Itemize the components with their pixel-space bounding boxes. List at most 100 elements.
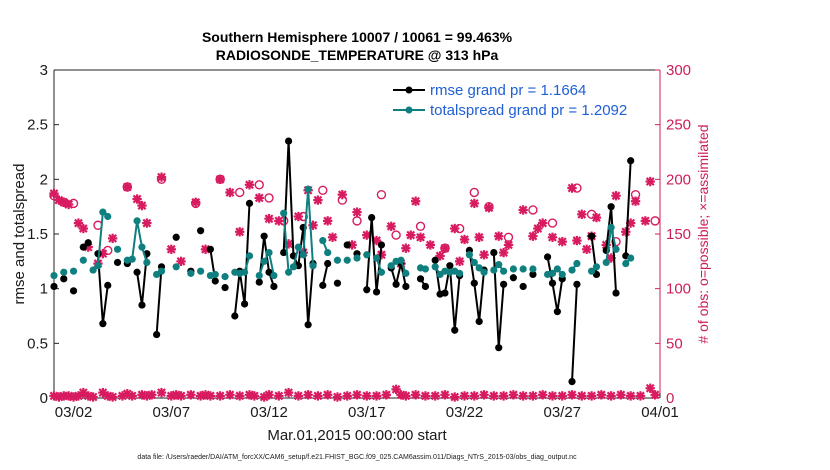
rmse-point xyxy=(231,312,239,320)
obs-assimilated-marker xyxy=(406,230,416,240)
obs-assimilated-marker-low xyxy=(401,391,411,401)
rmse-point xyxy=(529,270,537,279)
obs-assimilated-marker xyxy=(440,243,450,253)
rmse-point xyxy=(60,275,68,283)
right-y-tick-label: 50 xyxy=(666,335,683,352)
obs-assimilated-marker xyxy=(254,193,264,203)
spread-point xyxy=(372,254,381,262)
y-tick-label: 2 xyxy=(40,171,48,188)
rmse-point xyxy=(284,137,293,145)
rmse-point xyxy=(69,287,78,295)
spread-point xyxy=(280,209,288,217)
obs-assimilated-marker xyxy=(63,199,74,210)
obs-assimilated-marker-low xyxy=(362,391,372,401)
x-tick-label: 03/07 xyxy=(153,404,191,421)
y-tick-label: 1.5 xyxy=(27,226,48,243)
right-y-tick-label: 300 xyxy=(666,62,691,79)
spread-point xyxy=(500,267,508,275)
spread-point xyxy=(421,265,430,273)
rmse-point xyxy=(363,286,371,294)
legend-rmse-label: rmse grand pr = 1.1664 xyxy=(430,82,586,99)
obs-possible-marker xyxy=(352,216,362,226)
rmse-point xyxy=(416,275,425,283)
spread-series-line xyxy=(258,249,275,276)
obs-assimilated-marker xyxy=(494,231,504,241)
spread-point xyxy=(294,243,302,251)
obs-assimilated-marker xyxy=(459,234,470,245)
rmse-point xyxy=(500,280,508,288)
rmse-point xyxy=(50,282,58,291)
rmse-point xyxy=(446,262,454,270)
obs-assimilated-marker-low xyxy=(557,391,567,401)
obs-assimilated-marker-low xyxy=(577,391,587,401)
obs-assimilated-marker-low xyxy=(450,392,460,402)
rmse-series-line xyxy=(624,160,632,256)
legend-spread-label: totalspread grand pr = 1.2092 xyxy=(430,102,627,119)
rmse-point xyxy=(470,279,478,287)
obs-assimilated-marker-low xyxy=(616,390,626,400)
rmse-series-line xyxy=(571,284,578,382)
rmse-point xyxy=(421,282,430,291)
spread-point xyxy=(157,267,166,275)
obs-assimilated-marker xyxy=(611,191,621,201)
obs-assimilated-marker xyxy=(645,176,655,187)
obs-assimilated-marker xyxy=(454,256,465,267)
obs-assimilated-marker-low xyxy=(528,391,538,401)
obs-assimilated-marker-low xyxy=(264,390,274,400)
rmse-point xyxy=(240,300,249,308)
spread-point xyxy=(50,271,58,280)
spread-point xyxy=(94,262,102,270)
obs-assimilated-marker xyxy=(498,247,509,258)
rmse-point xyxy=(451,326,459,334)
obs-assimilated-marker-low xyxy=(635,391,646,401)
obs-assimilated-marker xyxy=(225,187,235,198)
rmse-series-line xyxy=(282,141,315,325)
legend: rmse grand pr = 1.1664 totalspread grand… xyxy=(387,79,641,125)
spread-point xyxy=(592,263,601,271)
rmse-point xyxy=(153,330,161,339)
obs-assimilated-marker xyxy=(313,195,323,205)
spread-point xyxy=(245,252,254,260)
obs-assimilated-marker xyxy=(567,183,577,193)
obs-assimilated-marker xyxy=(557,236,567,247)
obs-assimilated-marker-low xyxy=(430,391,440,401)
rmse-point xyxy=(607,203,615,211)
x-tick-label: 03/02 xyxy=(55,404,93,421)
spread-point xyxy=(299,251,307,259)
rmse-point xyxy=(431,256,439,264)
spread-point xyxy=(470,258,478,267)
obs-assimilated-marker-low xyxy=(283,387,294,398)
obs-assimilated-marker-low xyxy=(498,391,509,401)
obs-assimilated-marker-low xyxy=(371,391,382,401)
obs-possible-marker xyxy=(318,185,328,195)
rmse-point xyxy=(568,378,576,386)
rmse-series-line xyxy=(546,256,564,312)
rmse-point xyxy=(343,241,351,249)
obs-assimilated-marker xyxy=(572,235,582,246)
obs-assimilated-marker xyxy=(191,197,201,207)
obs-assimilated-marker xyxy=(425,240,435,250)
rmse-point xyxy=(587,232,596,240)
x-tick-label: 03/17 xyxy=(348,404,386,421)
spread-point xyxy=(529,265,537,273)
obs-assimilated-marker xyxy=(78,223,89,234)
obs-assimilated-marker-low xyxy=(342,391,352,401)
rmse-point xyxy=(84,239,92,247)
rmse-point xyxy=(490,248,498,257)
obs-assimilated-marker xyxy=(591,212,602,223)
spread-point xyxy=(89,266,97,274)
spread-point xyxy=(133,217,141,225)
obs-assimilated-marker xyxy=(264,214,274,224)
spread-point xyxy=(240,268,249,276)
right-y-axis-label: # of obs: o=possible; ×=assimilated xyxy=(695,124,711,343)
obs-assimilated-marker xyxy=(215,174,225,185)
spread-point xyxy=(319,236,327,245)
x-tick-label: 03/27 xyxy=(543,404,581,421)
rmse-point xyxy=(197,227,205,235)
obs-assimilated-marker xyxy=(469,198,479,209)
spread-point xyxy=(612,245,620,253)
x-axis-label: Mar.01,2015 00:00:00 start xyxy=(267,427,447,444)
obs-assimilated-marker-low xyxy=(518,391,528,401)
obs-possible-marker xyxy=(503,232,514,242)
obs-assimilated-marker-low xyxy=(410,390,421,400)
